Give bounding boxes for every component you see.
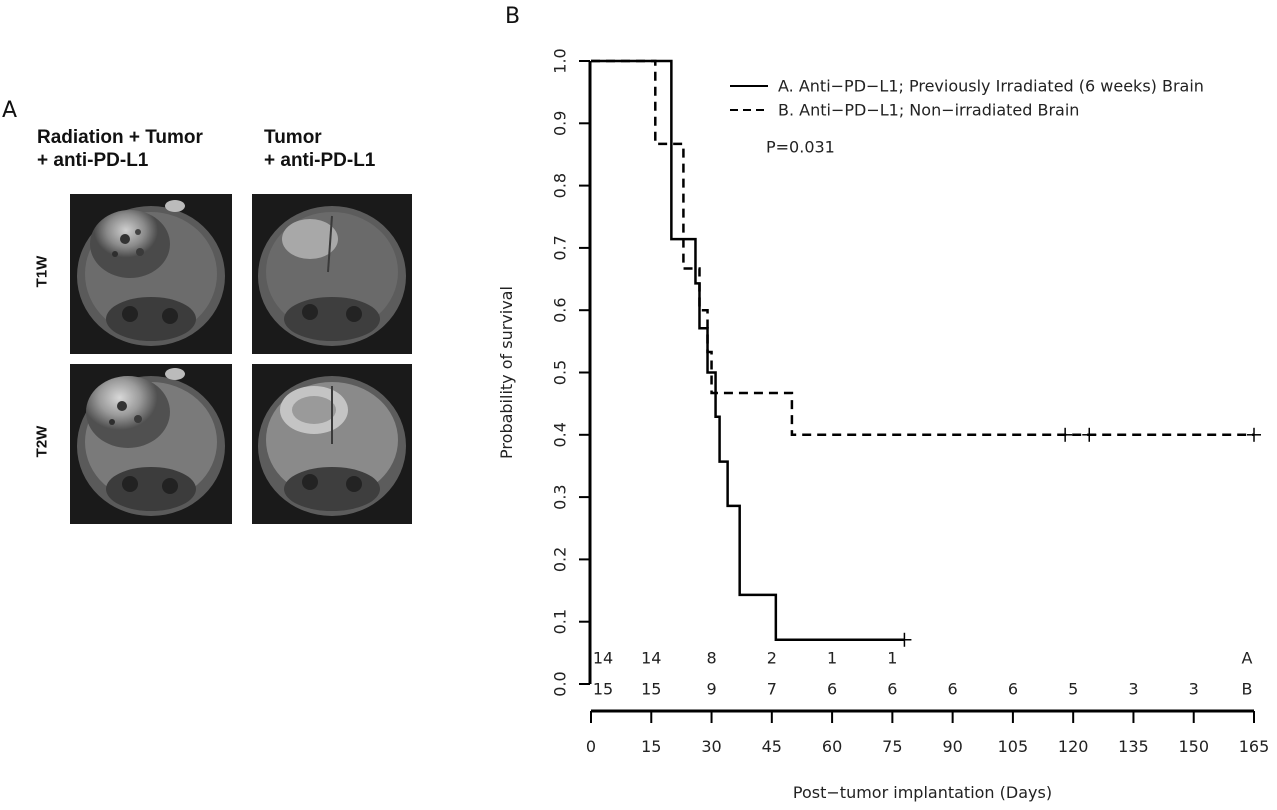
risk-table-value-a: 14	[593, 649, 613, 668]
risk-table-value-b: 9	[706, 680, 716, 699]
column-title-tumor-line2: + anti-PD-L1	[264, 150, 376, 171]
legend-label-b: B. Anti−PD−L1; Non−irradiated Brain	[778, 101, 1079, 120]
y-tick-label: 0.9	[551, 111, 570, 136]
x-tick-label: 30	[701, 737, 721, 756]
risk-table-value-b: 6	[1008, 680, 1018, 699]
series-a-line	[591, 59, 905, 642]
x-tick-label: 60	[822, 737, 842, 756]
x-axis-label: Post−tumor implantation (Days)	[793, 783, 1052, 802]
y-axis-label: Probability of survival	[497, 286, 516, 459]
panel-a-letter: A	[2, 98, 18, 123]
risk-table-value-b: 3	[1189, 680, 1199, 699]
risk-table-value-b: 15	[593, 680, 613, 699]
x-tick-label: 105	[998, 737, 1029, 756]
mri-image-radiation-t1w	[70, 194, 232, 354]
risk-table-value-b: 6	[887, 680, 897, 699]
x-tick-label: 45	[762, 737, 782, 756]
column-title-radiation-line2: + anti-PD-L1	[37, 150, 149, 171]
y-tick-label: 0.5	[551, 360, 570, 385]
y-tick-label: 0.3	[551, 484, 570, 509]
x-tick-label: 90	[942, 737, 962, 756]
x-tick-label: 75	[882, 737, 902, 756]
y-tick-label: 0.1	[551, 609, 570, 634]
column-title-radiation-line1: Radiation + Tumor	[37, 127, 203, 148]
risk-table-value-a: 2	[767, 649, 777, 668]
x-tick-label: 0	[586, 737, 596, 756]
x-tick-label: 150	[1178, 737, 1209, 756]
mri-image-radiation-t2w	[70, 364, 232, 524]
risk-table-value-b: 6	[827, 680, 837, 699]
p-value-annotation: P=0.031	[766, 138, 835, 157]
y-tick-label: 0.7	[551, 235, 570, 260]
y-tick-label: 0.6	[551, 297, 570, 322]
risk-table-value-a: 8	[706, 649, 716, 668]
legend-label-a: A. Anti−PD−L1; Previously Irradiated (6 …	[778, 77, 1204, 96]
risk-table-value-b: 5	[1068, 680, 1078, 699]
y-tick-label: 0.2	[551, 547, 570, 572]
risk-table-value-a: 14	[641, 649, 661, 668]
x-tick-label: 135	[1118, 737, 1149, 756]
risk-table-value-b: 7	[767, 680, 777, 699]
risk-table-value-b: 15	[641, 680, 661, 699]
column-title-tumor-line1: Tumor	[264, 127, 322, 148]
x-tick-label: 120	[1058, 737, 1089, 756]
panel-b-letter: B	[505, 4, 521, 29]
x-tick-label: 15	[641, 737, 661, 756]
y-tick-label: 1.0	[551, 48, 570, 73]
y-tick-label: 0.8	[551, 173, 570, 198]
risk-table-value-a: 1	[827, 649, 837, 668]
risk-table-value-a: 1	[887, 649, 897, 668]
risk-table-value-b: 3	[1128, 680, 1138, 699]
risk-table-row-label-b: B	[1242, 680, 1253, 699]
risk-table-value-b: 6	[948, 680, 958, 699]
y-tick-label: 0.4	[551, 422, 570, 447]
x-tick-label: 165	[1239, 737, 1270, 756]
series-b-line	[591, 59, 1254, 437]
mri-image-tumor-t1w	[252, 194, 412, 354]
y-tick-label: 0.0	[551, 671, 570, 696]
risk-table-row-label-a: A	[1242, 649, 1253, 668]
mri-image-tumor-t2w	[252, 364, 412, 524]
column-title-tumor: Tumor + anti-PD-L1	[264, 126, 375, 172]
column-title-radiation: Radiation + Tumor + anti-PD-L1	[37, 126, 203, 172]
